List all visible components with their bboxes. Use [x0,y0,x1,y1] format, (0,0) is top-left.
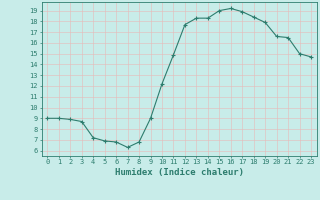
X-axis label: Humidex (Indice chaleur): Humidex (Indice chaleur) [115,168,244,177]
